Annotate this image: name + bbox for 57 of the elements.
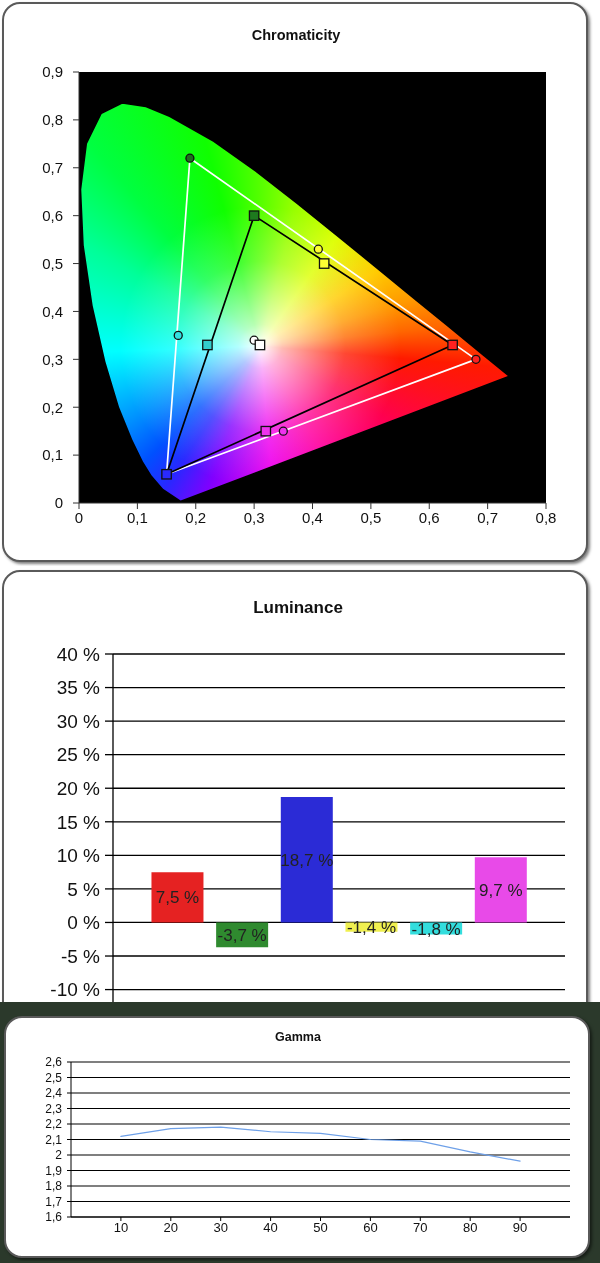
x-tick-label: 30 [213,1220,228,1236]
x-tick-label: 50 [313,1220,328,1236]
data-label: -1,8 % [411,919,461,939]
x-tick-label: 40 [263,1220,278,1236]
y-tick-label: 25 % [56,744,101,766]
x-tick-label: 70 [413,1220,428,1236]
y-tick-label: 5 % [67,878,101,900]
y-tick-label: 0,9 [42,63,63,81]
chart-title: Chromaticity [250,27,342,45]
x-tick-label: 10 [113,1220,129,1236]
y-tick-label: 1,7 [45,1194,63,1209]
data-label: 9,7 % [479,880,523,900]
data-label: 7,5 % [155,888,200,908]
y-tick-label: 0,5 [42,254,63,272]
y-tick-label: 0,2 [42,398,63,416]
chart-title: Gamma [274,1030,322,1045]
y-tick-label: 2,6 [45,1055,63,1070]
y-tick-label: 1,8 [45,1179,63,1194]
x-tick-label: 0,7 [477,508,499,526]
y-tick-label: 0,1 [42,446,63,464]
y-tick-label: 10 % [56,845,101,867]
x-tick-label: 0,1 [126,508,148,526]
data-label: 18,7 % [280,850,334,870]
y-tick-label: 0 [54,494,63,512]
x-tick-label: 20 [163,1220,179,1236]
y-tick-label: -5 % [60,945,101,967]
y-tick-label: 40 % [56,643,101,665]
y-tick-label: 2,4 [45,1086,63,1101]
y-tick-label: 2 [55,1148,63,1163]
y-tick-label: 0,8 [42,111,63,129]
x-tick-label: 0,3 [243,508,265,526]
y-tick-label: 30 % [56,710,101,732]
x-tick-label: 0,8 [535,508,557,526]
y-tick-label: 35 % [56,677,101,699]
x-tick-label: 0,4 [302,508,323,526]
y-tick-label: 15 % [56,811,101,833]
x-tick-label: 90 [512,1220,528,1236]
x-tick-label: 80 [462,1220,478,1236]
chart-title: Luminance [252,598,344,619]
x-tick-label: 0,2 [185,508,207,526]
y-tick-label: 2,2 [45,1117,63,1132]
y-tick-label: -10 % [50,979,101,1001]
y-tick-label: 2,5 [45,1070,63,1085]
y-tick-label: 1,9 [45,1163,63,1178]
x-tick-label: 60 [363,1220,378,1236]
x-tick-label: 0,5 [360,508,382,526]
y-tick-label: 20 % [56,777,101,799]
y-tick-label: 2,3 [45,1101,63,1116]
x-tick-label: 0,6 [418,508,440,526]
data-label: -3,7 % [217,925,267,945]
y-tick-label: 0,6 [42,206,63,224]
y-tick-label: 0,4 [42,302,63,320]
y-tick-label: 0,7 [42,159,63,177]
y-tick-label: 0,3 [42,350,63,368]
y-tick-label: 2,1 [45,1132,63,1147]
y-tick-label: 1,6 [45,1210,63,1225]
y-tick-label: 0 % [67,912,101,934]
